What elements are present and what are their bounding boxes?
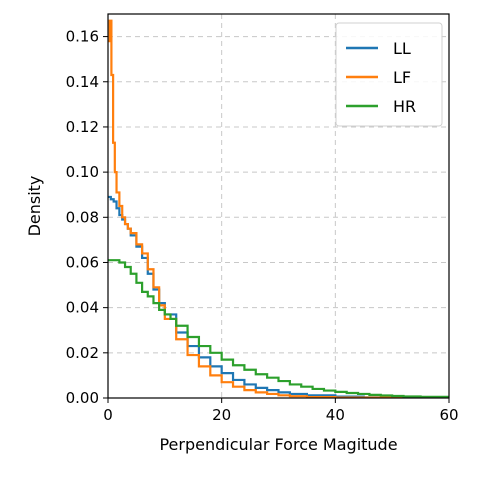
series-line-hr [108,259,449,398]
y-tick-label: 0.16 [66,28,99,46]
y-tick-label: 0.04 [66,299,99,317]
series-line-lf [108,19,449,398]
y-tick-label: 0.12 [66,118,99,136]
x-tick-label: 20 [212,406,231,424]
legend-box [335,22,443,127]
y-tick-label: 0.00 [66,389,99,407]
y-axis: 0.00 0.02 0.04 0.06 0.08 0.10 0.12 0.14 0.16 [66,28,108,407]
x-tick-label: 40 [326,406,345,424]
legend-label-lf: LF [393,68,411,87]
y-tick-label: 0.06 [66,253,99,271]
legend: LL LF HR [335,22,443,127]
plot-frame [107,13,450,399]
legend-label-ll: LL [393,39,411,58]
legend-label-hr: HR [393,97,416,116]
y-tick-label: 0.14 [66,73,99,91]
x-axis: 0 20 40 60 [103,398,459,424]
x-tick-label: 0 [103,406,113,424]
y-axis-title: Density [25,176,44,237]
series-layer [108,19,449,398]
x-axis-title: Perpendicular Force Magitude [159,435,397,454]
x-tick-label: 60 [439,406,458,424]
y-tick-label: 0.08 [66,208,99,226]
y-tick-label: 0.10 [66,163,99,181]
y-tick-label: 0.02 [66,344,99,362]
